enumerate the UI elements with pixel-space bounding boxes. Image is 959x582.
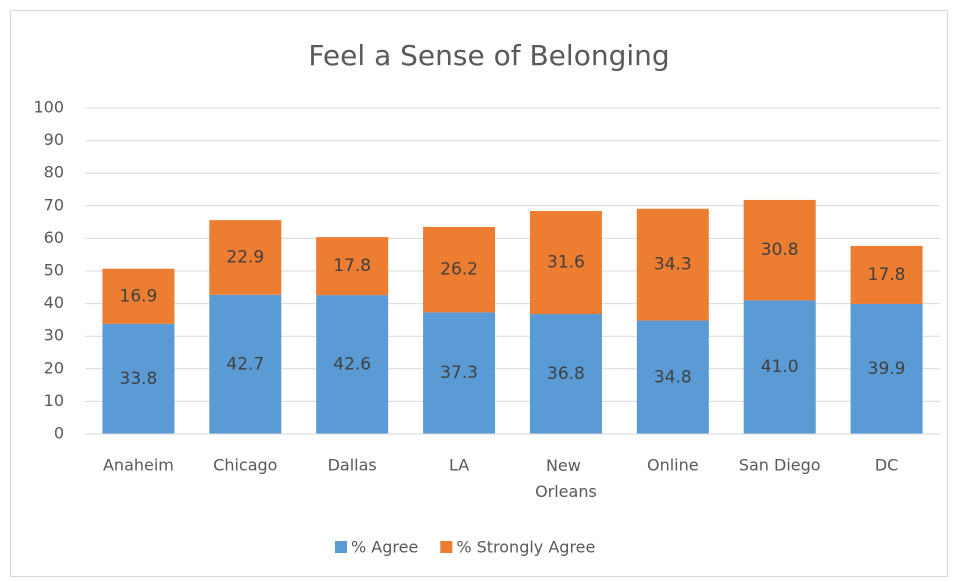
y-tick-label: 40 xyxy=(44,293,64,312)
data-label: 42.6 xyxy=(333,355,371,375)
bar-segment xyxy=(316,237,389,296)
y-tick-label: 20 xyxy=(44,358,64,377)
bar-segment xyxy=(636,208,709,321)
data-label: 39.9 xyxy=(868,359,906,379)
bar-segment xyxy=(743,300,816,434)
y-tick-label: 90 xyxy=(44,130,64,149)
x-tick-label: San Diego xyxy=(739,456,821,475)
data-label: 17.8 xyxy=(868,265,906,285)
bar-segment xyxy=(529,211,602,315)
bar-segment xyxy=(209,294,282,434)
bar-segment xyxy=(636,320,709,434)
data-label: 30.8 xyxy=(761,240,799,260)
data-label: 22.9 xyxy=(226,247,264,267)
y-tick-label: 10 xyxy=(44,391,64,410)
data-label: 16.9 xyxy=(120,286,158,306)
bar-segment xyxy=(209,220,282,295)
data-label: 34.8 xyxy=(654,367,692,387)
x-tick-label: Anaheim xyxy=(103,456,174,475)
x-tick-label: Chicago xyxy=(213,456,277,475)
y-tick-label: 100 xyxy=(33,98,64,117)
data-label: 41.0 xyxy=(761,357,799,377)
data-label: 37.3 xyxy=(440,363,478,383)
bar-segment xyxy=(529,314,602,434)
y-tick-label: 60 xyxy=(44,228,64,247)
legend-swatch xyxy=(335,541,347,553)
y-tick-label: 50 xyxy=(44,261,64,280)
bar-segment xyxy=(423,226,496,313)
bar-segment xyxy=(743,199,816,301)
data-label: 17.8 xyxy=(333,256,371,276)
bar-segment xyxy=(316,295,389,434)
bar-segment xyxy=(102,323,175,434)
data-label: 26.2 xyxy=(440,260,478,280)
data-label: 36.8 xyxy=(547,364,585,384)
bar-segment xyxy=(850,303,923,434)
x-tick-label: Dallas xyxy=(328,456,377,475)
data-label: 33.8 xyxy=(120,369,158,389)
data-label: 42.7 xyxy=(226,354,264,374)
x-tick-label: LA xyxy=(449,456,469,475)
legend-label: % Strongly Agree xyxy=(456,538,595,557)
y-tick-label: 0 xyxy=(54,424,64,443)
x-tick-label: New Orleans xyxy=(535,456,597,501)
bar-segment xyxy=(423,312,496,434)
x-tick-label: DC xyxy=(875,456,899,475)
legend-swatch xyxy=(440,541,453,553)
x-tick-label: Online xyxy=(647,456,699,475)
data-label: 34.3 xyxy=(654,255,692,275)
y-tick-label: 80 xyxy=(44,163,64,182)
chart-title: Feel a Sense of Belonging xyxy=(308,39,669,72)
y-tick-label: 30 xyxy=(44,326,64,345)
legend-label: % Agree xyxy=(351,538,418,557)
bar-segment xyxy=(850,245,923,304)
y-tick-label: 70 xyxy=(44,195,64,214)
bar-segment xyxy=(102,268,175,324)
data-label: 31.6 xyxy=(547,253,585,273)
